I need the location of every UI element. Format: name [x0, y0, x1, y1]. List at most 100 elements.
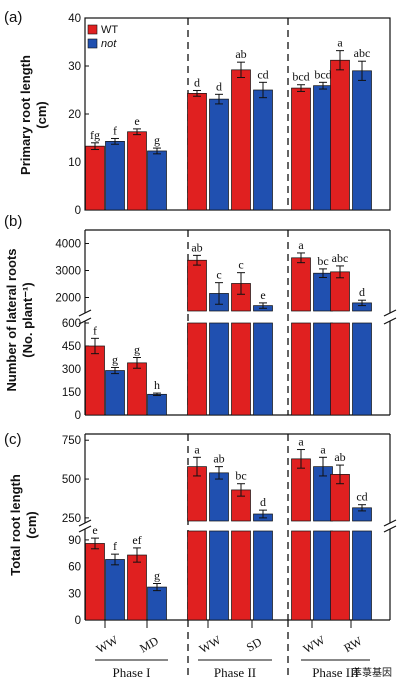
- significance-letter: ef: [132, 533, 141, 547]
- significance-letter: bc: [235, 469, 246, 483]
- significance-letter: a: [337, 36, 343, 50]
- bar-lower-part: [330, 322, 350, 416]
- significance-letter: bc: [317, 254, 328, 268]
- bar: [209, 98, 229, 211]
- bar: [147, 393, 167, 416]
- axis-break-mark: [383, 309, 397, 317]
- phase-label: Phase III: [312, 665, 359, 680]
- significance-letter: abc: [354, 46, 371, 60]
- bar-lower-part: [291, 530, 311, 621]
- bar: [187, 259, 207, 312]
- bar-lower-part: [231, 530, 251, 621]
- bar-lower-part: [253, 322, 273, 416]
- bar: [313, 85, 333, 211]
- bar-lower-part: [352, 530, 372, 621]
- significance-letter: e: [92, 523, 97, 537]
- panel-c-label: (c): [4, 431, 22, 448]
- y-tick-label: 0: [75, 410, 81, 422]
- significance-letter: g: [112, 352, 118, 366]
- significance-letter: a: [320, 442, 326, 456]
- significance-letter: f: [93, 323, 97, 337]
- y-tick-label: 300: [62, 364, 81, 376]
- significance-letter: cd: [257, 67, 268, 81]
- bar: [187, 93, 207, 211]
- bar-lower-part: [352, 322, 372, 416]
- phase-label: Phase II: [214, 665, 256, 680]
- axis-break-mark: [383, 519, 397, 527]
- y-tick-label: 10: [68, 157, 81, 169]
- treatment-label-group: MD: [137, 633, 161, 655]
- y-tick-label: 150: [62, 387, 81, 399]
- significance-letter: ab: [213, 452, 224, 466]
- y-tick-label: 0: [75, 615, 81, 627]
- legend-label-wt: WT: [101, 24, 118, 36]
- panel-a-ylabel: Primary root length: [18, 55, 33, 175]
- bar: [291, 87, 311, 211]
- significance-letter: d: [260, 495, 266, 509]
- y-tick-label: 4000: [55, 239, 81, 251]
- bar: [291, 257, 311, 312]
- bar-lower-part: [209, 322, 229, 416]
- y-tick-label: 500: [62, 474, 81, 486]
- treatment-label-group: WW: [94, 632, 121, 656]
- significance-letter: f: [113, 539, 117, 553]
- bar-lower-part: [330, 530, 350, 621]
- significance-letter: d: [359, 285, 365, 299]
- significance-letter: ab: [191, 240, 202, 254]
- bar: [127, 131, 147, 211]
- y-tick-label: 250: [62, 513, 81, 525]
- treatment-label: MD: [137, 633, 161, 655]
- treatment-label-group: SD: [244, 634, 265, 654]
- bar-lower-part: [209, 530, 229, 621]
- phase-label: Phase I: [113, 665, 151, 680]
- bar: [127, 362, 147, 416]
- significance-letter: a: [298, 238, 304, 252]
- watermark-text: 萃菉基因: [352, 666, 392, 679]
- legend: WT not: [87, 24, 118, 50]
- bar: [147, 586, 167, 621]
- y-tick-label: 60: [68, 562, 81, 574]
- panel-a-label: (a): [4, 9, 22, 26]
- axis-break-mark: [78, 317, 92, 325]
- bar-lower-part: [313, 530, 333, 621]
- significance-letter: abc: [332, 251, 349, 265]
- bar: [313, 272, 333, 312]
- bar-lower-part: [313, 322, 333, 416]
- treatment-label: WW: [301, 632, 328, 656]
- legend-label-not: not: [101, 38, 117, 50]
- bar: [253, 89, 273, 211]
- panel-b-ylabel: Number of lateral roots: [4, 248, 19, 391]
- bar: [105, 370, 125, 416]
- panel-b-label: (b): [4, 213, 22, 230]
- axis-break-mark: [78, 519, 92, 527]
- significance-letter: d: [216, 79, 222, 93]
- bar: [105, 141, 125, 211]
- bar: [147, 150, 167, 211]
- y-tick-label: 600: [62, 318, 81, 330]
- significance-letter: g: [134, 343, 140, 357]
- treatment-label: RW: [341, 633, 365, 655]
- y-tick-label: 20: [68, 109, 81, 121]
- axis-break-mark: [78, 525, 92, 533]
- significance-letter: ab: [334, 450, 345, 464]
- bar: [105, 559, 125, 621]
- y-tick-label: 450: [62, 341, 81, 353]
- significance-letter: a: [194, 442, 200, 456]
- significance-letter: bcd: [292, 70, 309, 84]
- legend-swatch-not: [87, 38, 98, 49]
- significance-letter: ab: [235, 47, 246, 61]
- y-tick-label: 750: [62, 435, 81, 447]
- significance-letter: bcd: [314, 67, 331, 81]
- panel-b-ylabel-unit: (No. plant⁻¹): [20, 282, 35, 357]
- bar-lower-part: [187, 322, 207, 416]
- bar-lower-part: [291, 322, 311, 416]
- bar: [209, 472, 229, 522]
- y-tick-label: 30: [68, 588, 81, 600]
- significance-letter: c: [216, 268, 221, 282]
- significance-letter: a: [298, 435, 304, 449]
